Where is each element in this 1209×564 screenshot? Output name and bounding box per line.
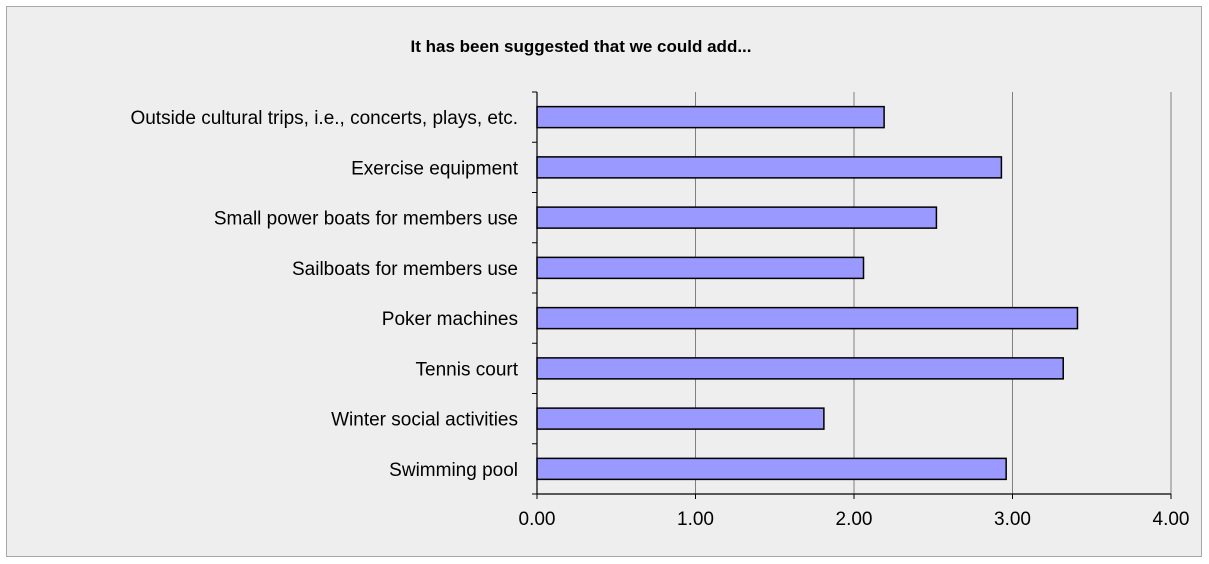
bar	[536, 256, 865, 280]
category-label: Small power boats for members use	[214, 209, 518, 230]
category-label: Swimming pool	[389, 460, 518, 481]
category-label: Winter social activities	[331, 410, 518, 431]
category-labels: Outside cultural trips, i.e., concerts, …	[130, 108, 518, 481]
gridlines	[695, 92, 1172, 494]
bars	[536, 105, 1079, 481]
bar	[536, 306, 1079, 330]
bar	[536, 407, 825, 430]
bar	[536, 457, 1007, 481]
x-tick-label: 0.00	[519, 509, 556, 530]
category-label: Outside cultural trips, i.e., concerts, …	[130, 108, 518, 129]
bar	[536, 206, 938, 229]
x-tick-label: 3.00	[994, 509, 1031, 530]
category-label: Sailboats for members use	[292, 259, 518, 280]
axes	[532, 91, 1172, 499]
x-tick-labels: 0.00 1.00 2.00 3.00 4.00	[519, 509, 1190, 530]
x-tick-label: 1.00	[677, 509, 714, 530]
x-tick-label: 2.00	[836, 509, 873, 530]
bar	[536, 357, 1064, 380]
x-tick-label: 4.00	[1153, 509, 1190, 530]
bar	[536, 156, 1003, 179]
category-label: Poker machines	[382, 309, 518, 330]
chart-title: It has been suggested that we could add.…	[411, 37, 752, 56]
category-label: Tennis court	[416, 359, 519, 380]
category-label: Exercise equipment	[351, 158, 519, 179]
bar	[536, 105, 885, 129]
